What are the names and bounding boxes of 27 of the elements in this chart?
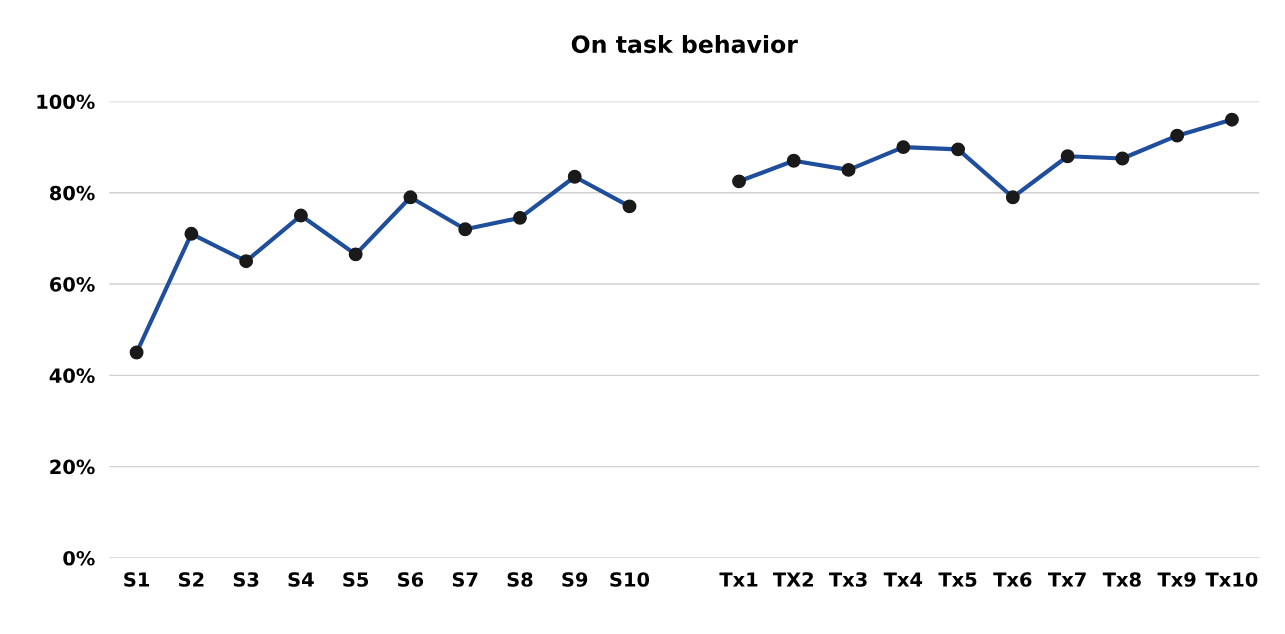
x-tick-label: Tx10 <box>1205 572 1258 587</box>
x-tick-label: S5 <box>343 572 369 587</box>
x-tick-label: Tx6 <box>993 572 1032 587</box>
x-tick-label: S2 <box>179 572 204 587</box>
y-tick-label: 100% <box>37 94 95 110</box>
x-tick-label: Tx8 <box>1102 572 1141 587</box>
x-tick-label: S9 <box>562 572 588 587</box>
x-tick-label: Tx9 <box>1157 572 1196 587</box>
x-tick-label: S8 <box>507 572 533 587</box>
x-tick-label: S1 <box>124 572 150 587</box>
y-tick-label: 40% <box>49 368 95 383</box>
x-tick-label: S6 <box>398 572 424 587</box>
x-tick-label: TX2 <box>773 572 813 587</box>
chart-title: On task behavior <box>571 34 798 54</box>
x-tick-label: Tx5 <box>938 572 977 587</box>
y-tick-label: 60% <box>50 276 95 292</box>
x-tick-label: S10 <box>610 572 650 587</box>
x-tick-label: Tx3 <box>828 572 867 587</box>
y-tick-label: 0% <box>63 550 95 566</box>
y-tick-label: 20% <box>50 459 95 475</box>
x-tick-label: S7 <box>452 572 478 587</box>
x-tick-label: Tx1 <box>719 572 758 587</box>
y-tick-label: 80% <box>49 185 95 201</box>
x-tick-label: Tx7 <box>1048 572 1086 587</box>
x-tick-label: S4 <box>288 572 314 587</box>
x-tick-label: S3 <box>233 572 259 587</box>
x-tick-label: Tx4 <box>883 572 923 587</box>
